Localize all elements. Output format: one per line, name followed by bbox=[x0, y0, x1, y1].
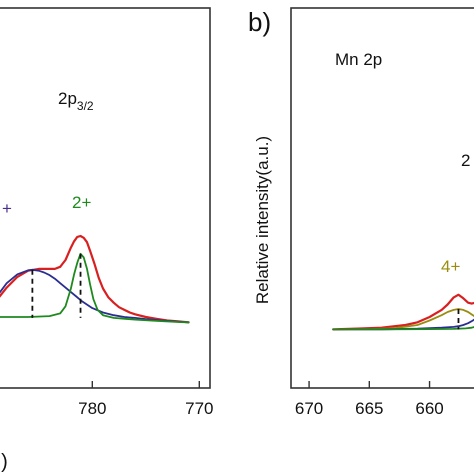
panel-a-annotation-partial: + bbox=[2, 199, 12, 218]
panel-b-series-line-0 bbox=[332, 293, 474, 331]
panel-b-series-line-1 bbox=[332, 308, 474, 331]
panel-a-series-line-1 bbox=[0, 268, 190, 324]
panel-b-annotation-4plus: 4+ bbox=[441, 257, 460, 276]
panel-b-x-axis: 670 665 660 bbox=[295, 381, 444, 418]
panel-a-series-line-0 bbox=[0, 234, 190, 324]
panel-b-label: b) bbox=[248, 7, 271, 37]
panel-b-series-layer bbox=[332, 293, 474, 331]
panel-b-x-tick-label-2: 660 bbox=[415, 399, 443, 418]
panel-b-x-tick-label-0: 670 bbox=[295, 399, 323, 418]
panel-a-x-tick-label-1: 770 bbox=[185, 399, 213, 418]
panel-b-annotation-partial: 2 bbox=[461, 151, 470, 170]
panel-a-plot-frame bbox=[0, 7, 211, 389]
bottom-left-panel-label: d) bbox=[0, 451, 8, 473]
panel-b-plot-frame bbox=[290, 7, 474, 389]
panel-b-x-tick-label-1: 665 bbox=[355, 399, 383, 418]
panel-a-series-line-2 bbox=[0, 252, 190, 324]
panel-b-mn2p-spectrum: b) Mn 2p Relative intensity(a.u.) 670 665… bbox=[248, 7, 474, 418]
panel-a-annotation-2plus: 2+ bbox=[72, 193, 91, 212]
panel-b-title: Mn 2p bbox=[335, 50, 382, 69]
panel-a-x-tick-label-0: 780 bbox=[78, 399, 106, 418]
panel-b-series-line-3 bbox=[332, 326, 474, 331]
panel-a-peak-markers bbox=[31, 253, 82, 318]
panel-b-y-axis-label: Relative intensity(a.u.) bbox=[253, 136, 272, 304]
panel-a-fe2p-spectrum: 780 770 2p3/2 2+ + bbox=[0, 7, 213, 418]
panel-a-annotation-2p32: 2p3/2 bbox=[58, 89, 94, 113]
panel-a-x-axis: 780 770 bbox=[78, 381, 213, 418]
panel-a-series-layer bbox=[0, 234, 190, 324]
